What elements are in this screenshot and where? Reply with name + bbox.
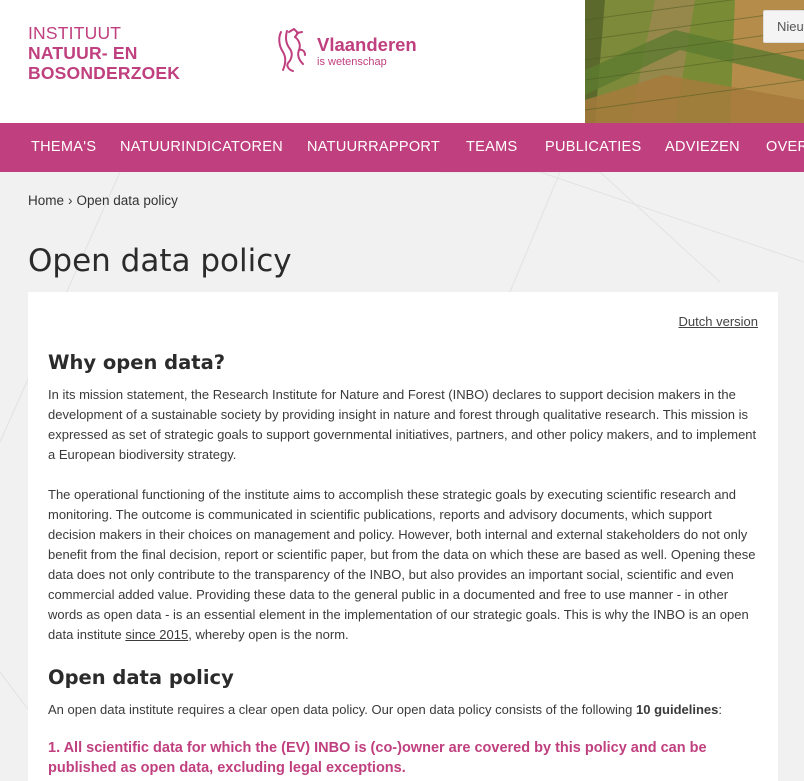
nav-item-themas[interactable]: THEMA'S — [31, 139, 97, 155]
site-header: INSTITUUT NATUUR- EN BOSONDERZOEK Vlaand… — [0, 0, 804, 123]
breadcrumb-current: Open data policy — [76, 193, 178, 208]
nav-item-publicaties[interactable]: PUBLICATIES — [545, 139, 642, 155]
vlaanderen-tagline: is wetenschap — [317, 55, 387, 68]
inbo-logo-line-1: INSTITUUT — [28, 23, 122, 43]
section-heading-why-open-data: Why open data? — [48, 351, 226, 374]
content-card: Dutch version Why open data? In its miss… — [28, 292, 778, 781]
page-title: Open data policy — [28, 243, 292, 279]
guideline-1: 1. All scientific data for which the (EV… — [48, 740, 707, 776]
nav-item-adviezen[interactable]: ADVIEZEN — [665, 139, 740, 155]
inbo-logo-line-2: NATUUR- EN — [28, 43, 138, 63]
nav-item-over[interactable]: OVER — [766, 139, 804, 155]
main-navigation: THEMA'S NATUURINDICATOREN NATUURRAPPORT … — [0, 123, 804, 172]
guidelines-count: 10 guidelines — [636, 702, 719, 717]
nav-item-teams[interactable]: TEAMS — [466, 139, 518, 155]
policy-intro-colon: : — [718, 702, 723, 717]
since-2015-link[interactable]: since 2015 — [125, 627, 189, 642]
paragraph-mission: In its mission statement, the Research I… — [48, 387, 757, 462]
dutch-version-link[interactable]: Dutch version — [678, 314, 758, 329]
breadcrumb-home-link[interactable]: Home — [28, 193, 65, 208]
vlaanderen-logo[interactable]: Vlaanderen is wetenschap — [275, 28, 417, 74]
inbo-logo-line-3: BOSONDERZOEK — [28, 63, 181, 83]
paragraph-operational: The operational functioning of the insti… — [48, 485, 763, 645]
inbo-logo[interactable]: INSTITUUT NATUUR- EN BOSONDERZOEK — [28, 23, 180, 83]
breadcrumb-separator-icon: › — [68, 193, 73, 208]
news-button[interactable]: Nieuw — [763, 10, 804, 43]
nav-item-natuurindicatoren[interactable]: NATUURINDICATOREN — [120, 139, 283, 155]
vlaanderen-name: Vlaanderen — [317, 33, 417, 55]
paragraph-operational-end: , whereby open is the norm. — [188, 627, 349, 642]
section-heading-open-data-policy: Open data policy — [48, 666, 234, 689]
paragraph-policy-intro: An open data institute requires a clear … — [48, 700, 763, 720]
nav-item-natuurrapport[interactable]: NATUURRAPPORT — [307, 139, 441, 155]
breadcrumb: Home › Open data policy — [28, 193, 178, 208]
paragraph-operational-text: The operational functioning of the insti… — [48, 487, 756, 642]
policy-intro-text: An open data institute requires a clear … — [48, 702, 637, 717]
flemish-lion-icon — [278, 28, 306, 72]
